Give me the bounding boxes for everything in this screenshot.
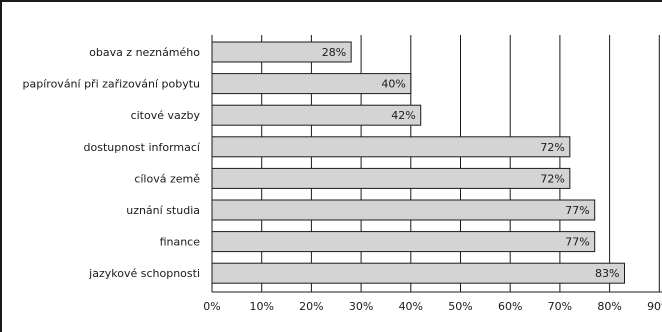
value-labels: 28% 40% 42% 72% 72% 77% 77% 83% (322, 46, 620, 280)
x-tick-label: 10% (249, 300, 273, 313)
category-label: papírování při zařizování pobytu (23, 78, 200, 91)
x-tick-label: 90% (647, 300, 662, 313)
x-tick-label: 70% (548, 300, 572, 313)
x-tick-label: 0% (203, 300, 220, 313)
x-tick-label: 20% (299, 300, 323, 313)
data-label: 42% (391, 109, 415, 122)
bar (211, 104, 422, 126)
bar (211, 73, 412, 95)
data-label: 77% (565, 204, 589, 217)
data-label: 72% (540, 172, 564, 185)
category-label: dostupnost informací (84, 141, 201, 154)
data-label: 72% (540, 141, 564, 154)
category-label: jazykové schopnosti (88, 267, 200, 280)
category-label: cílová země (134, 172, 200, 185)
bar (211, 262, 626, 284)
data-label: 28% (322, 46, 346, 59)
bar (211, 199, 596, 221)
bar (211, 231, 596, 253)
x-tick-label: 80% (597, 300, 621, 313)
x-tick-label: 30% (349, 300, 373, 313)
category-labels: obava z neznámého papírování při zařizová… (23, 46, 201, 280)
category-label: finance (160, 236, 201, 249)
bars (211, 41, 626, 284)
category-label: obava z neznámého (89, 46, 200, 59)
x-tick-label: 60% (498, 300, 522, 313)
x-tick-label: 40% (399, 300, 423, 313)
tick-labels: 0% 10% 20% 30% 40% 50% 60% 70% 80% 90% (203, 300, 662, 313)
data-label: 83% (595, 267, 619, 280)
data-label: 40% (381, 78, 405, 91)
category-label: citové vazby (131, 109, 201, 122)
data-label: 77% (565, 236, 589, 249)
bar (211, 167, 571, 189)
x-tick-label: 50% (448, 300, 472, 313)
bar (211, 136, 571, 158)
bar (211, 41, 352, 63)
category-label: uznání studia (126, 204, 200, 217)
